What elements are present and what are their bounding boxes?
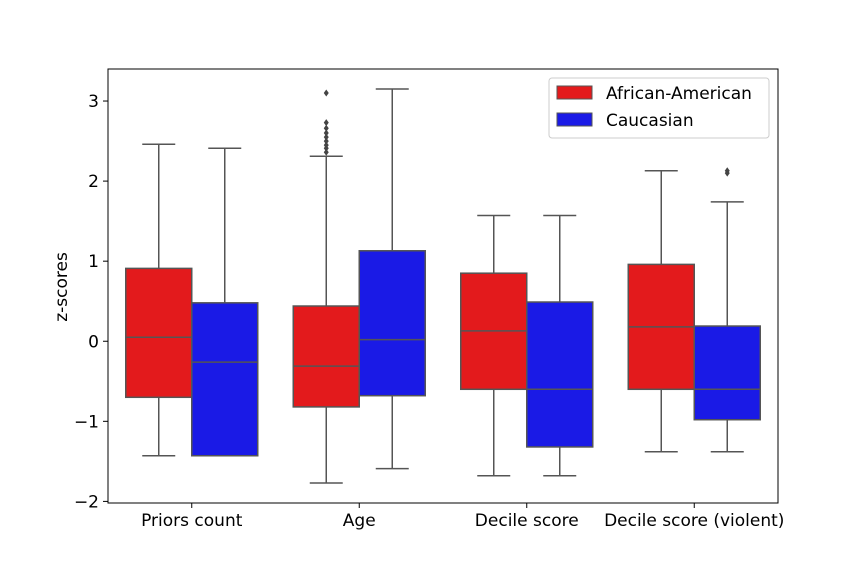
outlier-point [724,167,730,175]
box-priors-count-caucasian [191,147,259,457]
box-decile-score-violent-caucasian [693,167,761,453]
iqr-box [526,301,594,448]
box-decile-score-african-american [460,214,528,477]
x-tick-label: Age [343,511,376,531]
outlier-point [323,137,329,145]
iqr-box [693,325,761,421]
legend-swatch [556,112,593,127]
x-tick-label: Decile score [475,511,579,531]
y-tick-label: −2 [74,492,99,512]
legend: African-American Caucasian [548,77,770,139]
outlier-point [323,141,329,149]
axes: 3 2 1 0 −1 −2 Priors count Age Decile score Decil… [74,92,784,531]
y-tick-label: 0 [88,332,99,352]
iqr-box [292,305,360,408]
outlier-point [323,133,329,141]
outlier-point [323,148,329,156]
y-tick-label: 1 [88,252,99,272]
box-decile-score-violent-african-american [627,169,695,453]
box-priors-count-african-american [125,143,193,457]
box-age-african-american [292,89,360,484]
y-tick-label: 3 [88,92,99,112]
y-tick-label: −1 [74,412,99,432]
legend-label: African-American [606,84,752,104]
plot-frame [107,68,779,504]
iqr-box [191,302,259,457]
box-decile-score-caucasian [526,214,594,477]
plot-area [125,88,761,484]
x-tick-label: Decile score (violent) [604,511,784,531]
iqr-box [358,250,426,397]
outlier-point [323,89,329,97]
legend-swatch [556,85,593,100]
x-tick-label: Priors count [141,511,243,531]
outlier-point [323,119,329,127]
iqr-box [125,267,193,399]
legend-label: Caucasian [606,111,694,131]
box-age-caucasian [358,88,426,470]
outlier-point [323,129,329,137]
y-axis-label: z-scores [52,252,72,322]
legend-frame [548,77,770,139]
y-tick-label: 2 [88,172,99,192]
outlier-point [323,124,329,132]
